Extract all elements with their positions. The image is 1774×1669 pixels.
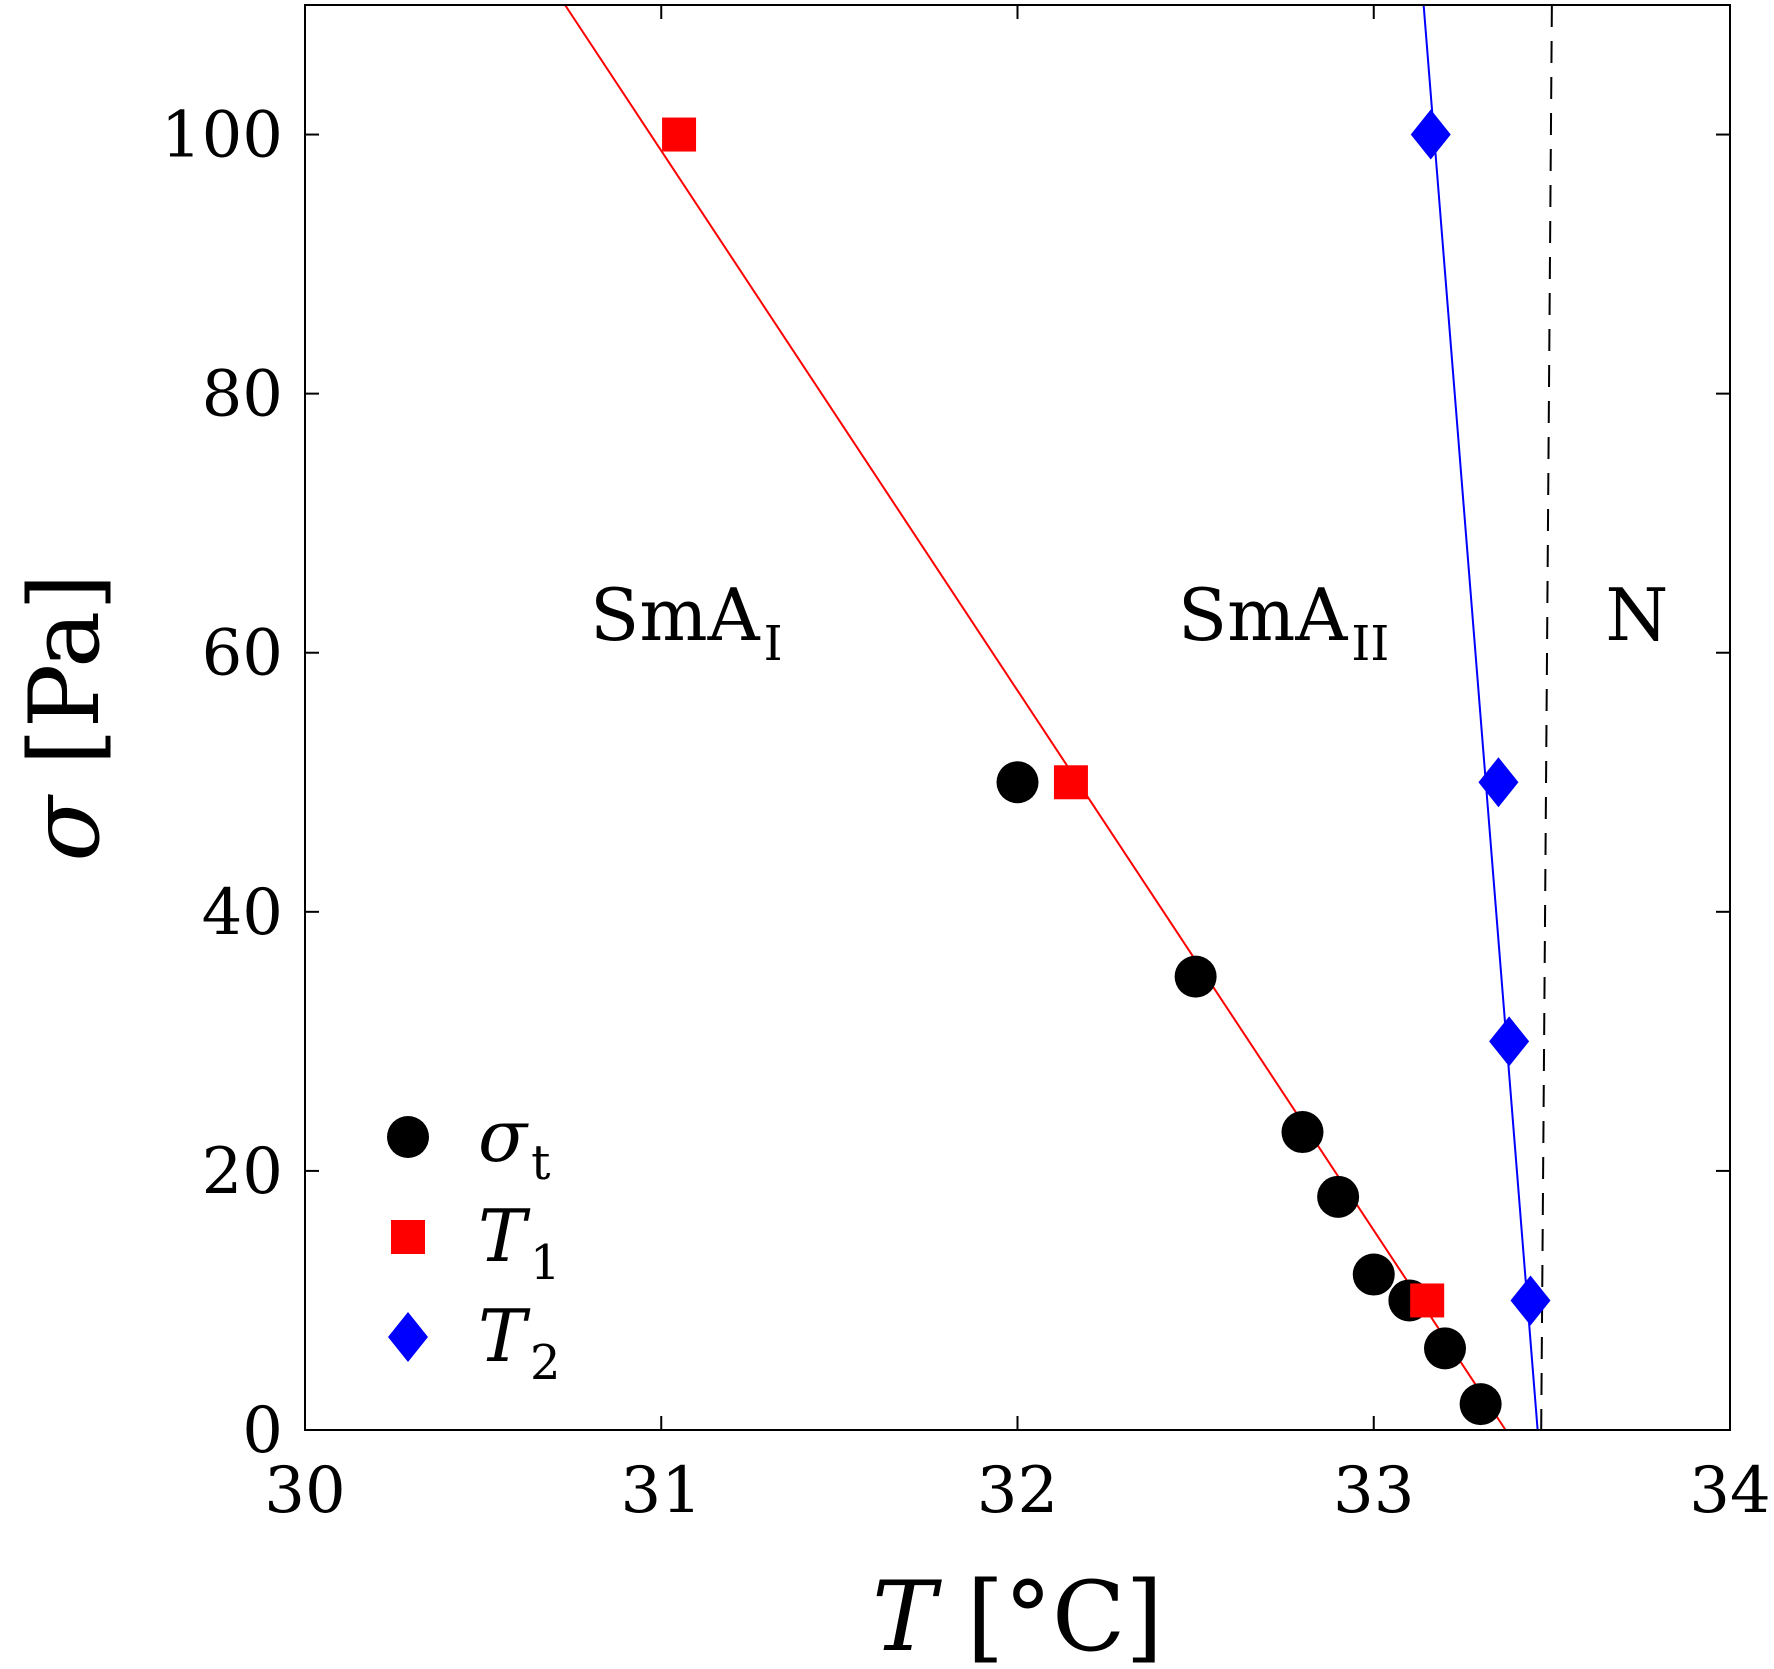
y-tick-label: 0 (242, 1394, 283, 1468)
axis-ticks: 30 31 32 33 34 0 20 40 60 80 100 (161, 5, 1771, 1528)
fit-line (1422, 4, 1539, 1431)
x-tick-label: 30 (264, 1454, 345, 1528)
legend-label: σt (478, 1094, 550, 1191)
phase-boundary-line (1540, 4, 1553, 1431)
y-tick-label: 100 (161, 99, 283, 173)
x-tick-label: 33 (1333, 1454, 1414, 1528)
y-axis-label: σ [Pa] (9, 573, 121, 861)
data-point-diamond (1478, 757, 1519, 808)
phase-region-labels: SmAI SmAII N (590, 573, 1668, 672)
legend-marker-diamond (388, 1312, 428, 1362)
legend-marker-circle (387, 1116, 429, 1158)
legend-label: T1 (478, 1194, 561, 1291)
legend-marker-square (391, 1220, 425, 1254)
data-point-diamond (1410, 109, 1451, 160)
phase-region-label: SmAI (590, 573, 783, 672)
y-tick-label: 40 (202, 876, 283, 950)
data-point-square (662, 117, 697, 152)
legend-label: T2 (478, 1294, 561, 1391)
data-point-square (1410, 1283, 1445, 1318)
x-axis-label: T [°C] (872, 1561, 1163, 1669)
x-tick-label: 32 (977, 1454, 1058, 1528)
data-point-circle (996, 761, 1039, 804)
x-tick-label: 31 (621, 1454, 702, 1528)
data-points (662, 109, 1551, 1426)
data-point-circle (1174, 955, 1217, 998)
y-tick-label: 60 (202, 617, 283, 691)
x-tick-label: 34 (1689, 1454, 1770, 1528)
y-tick-label: 80 (202, 358, 283, 432)
phase-region-label: SmAII (1178, 573, 1390, 672)
data-point-circle (1424, 1327, 1466, 1370)
data-point-diamond (1489, 1016, 1530, 1067)
data-point-square (1053, 765, 1088, 800)
data-point-circle (1459, 1383, 1502, 1426)
data-point-diamond (1510, 1275, 1551, 1326)
data-point-circle (1352, 1253, 1395, 1296)
phase-region-label: N (1605, 573, 1668, 657)
data-point-circle (1317, 1175, 1360, 1218)
y-tick-label: 20 (202, 1135, 283, 1209)
data-point-circle (1281, 1111, 1324, 1154)
axis-labels: T [°C] σ [Pa] (9, 573, 1163, 1669)
